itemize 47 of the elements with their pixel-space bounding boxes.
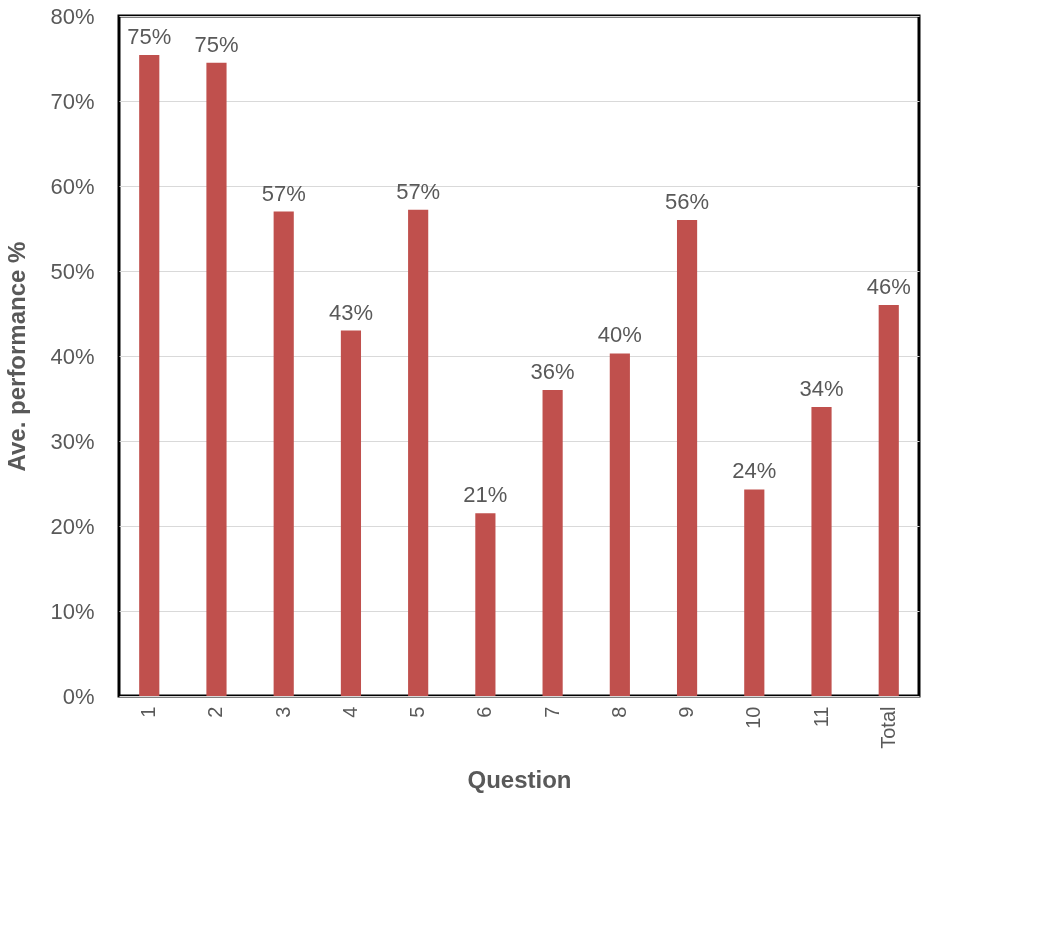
y-tick-label: 40% xyxy=(50,343,95,369)
x-tick-label: 7 xyxy=(540,706,563,718)
x-tick-label: 5 xyxy=(406,706,429,718)
bar xyxy=(811,407,832,696)
x-tick-label: Total xyxy=(876,706,899,749)
data-label: 34% xyxy=(799,376,844,401)
data-label: 24% xyxy=(732,458,777,484)
data-label: 40% xyxy=(597,322,642,348)
y-tick-label: 10% xyxy=(50,598,95,624)
y-tick-label: 60% xyxy=(50,173,95,199)
y-tick-label: 70% xyxy=(50,88,95,114)
bar xyxy=(609,353,630,696)
data-label: 36% xyxy=(530,359,575,384)
data-label: 57% xyxy=(261,180,306,206)
x-axis-title: Question xyxy=(467,765,572,793)
y-tick-label: 30% xyxy=(50,428,95,454)
data-label: 46% xyxy=(866,274,911,299)
x-tick-label: 8 xyxy=(607,706,630,718)
y-tick-label: 50% xyxy=(50,258,95,284)
data-label: 56% xyxy=(665,189,710,214)
x-tick-label: 4 xyxy=(338,706,361,718)
bar xyxy=(408,209,429,696)
data-label: 75% xyxy=(127,24,172,50)
x-tick-label: 2 xyxy=(204,706,227,718)
bar xyxy=(676,220,698,696)
x-tick-label: 1 xyxy=(137,706,160,718)
x-tick-label: 10 xyxy=(742,706,765,729)
data-label: 57% xyxy=(396,178,441,204)
y-tick-label: 80% xyxy=(50,3,95,29)
y-tick-label: 0% xyxy=(62,683,95,709)
y-tick-label: 20% xyxy=(50,513,95,539)
data-label: 21% xyxy=(463,482,508,508)
x-tick-label: 6 xyxy=(473,706,496,718)
bar xyxy=(340,330,362,696)
bar xyxy=(744,489,765,696)
x-tick-label: 9 xyxy=(675,706,698,718)
bar xyxy=(206,62,227,696)
bar xyxy=(878,305,899,696)
x-tick-label: 11 xyxy=(809,706,832,728)
x-tick-label: 3 xyxy=(271,706,294,718)
bar xyxy=(542,390,563,696)
bar xyxy=(475,513,496,696)
bar xyxy=(273,211,294,696)
data-label: 75% xyxy=(194,31,239,57)
data-label: 43% xyxy=(328,299,373,325)
bar xyxy=(139,55,160,696)
y-axis-title: Ave. performance % xyxy=(3,241,31,472)
